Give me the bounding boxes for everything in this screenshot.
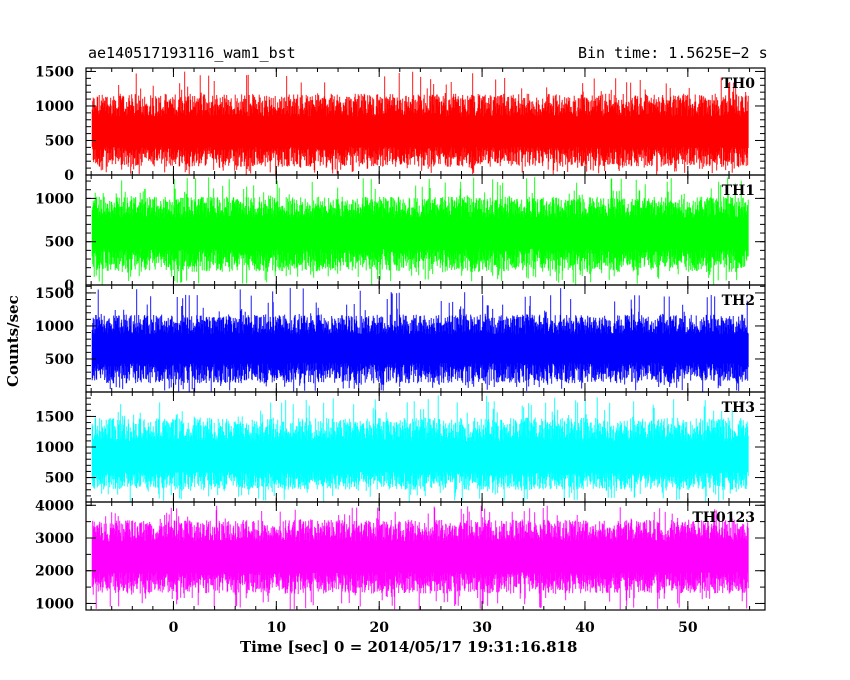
panel-frame-th0123 (85, 501, 766, 611)
panel-label-th3: TH3 (722, 400, 755, 416)
y-tick-label: 500 (45, 133, 74, 149)
y-tick-label: 4000 (35, 498, 74, 514)
panel-label-th1: TH1 (722, 183, 755, 199)
y-axis-label: Counts/sec (4, 295, 22, 387)
y-tick-label: 500 (45, 235, 74, 251)
y-tick-label: 1500 (35, 409, 74, 425)
x-tick-label: 40 (575, 620, 595, 636)
y-tick-label: 500 (45, 471, 74, 487)
x-tick-label: 30 (472, 620, 492, 636)
y-tick-label: 1000 (35, 191, 74, 207)
y-tick-label: 1500 (35, 286, 74, 302)
y-tick-label: 500 (45, 352, 74, 368)
panel-label-th2: TH2 (722, 293, 755, 309)
y-tick-label: 2000 (35, 564, 74, 580)
x-tick-label: 20 (369, 620, 389, 636)
x-tick-label: 50 (678, 620, 698, 636)
y-tick-label: 1000 (35, 440, 74, 456)
panel-label-th0: TH0 (722, 76, 756, 92)
y-tick-label: 1000 (35, 99, 74, 115)
y-tick-label: 1000 (35, 596, 74, 612)
x-tick-label: 0 (169, 620, 179, 636)
y-tick-label: 1500 (35, 64, 74, 80)
chart-title-left: ae140517193116_wam1_bst (88, 44, 296, 62)
chart-title-right: Bin time: 1.5625E−2 s (578, 44, 768, 62)
y-tick-label: 1000 (35, 319, 74, 335)
y-tick-label: 0 (64, 278, 74, 294)
panel-label-th0123: TH0123 (692, 510, 755, 526)
y-tick-label: 3000 (35, 531, 74, 547)
series-th2 (91, 287, 749, 392)
series-th0 (91, 71, 749, 175)
x-tick-label: 10 (267, 620, 287, 636)
series-th1 (91, 177, 749, 285)
y-tick-label: 0 (64, 168, 74, 184)
series-th0123 (91, 505, 749, 610)
x-axis-label: Time [sec] 0 = 2014/05/17 19:31:16.818 (240, 638, 578, 656)
series-th3 (91, 395, 749, 502)
